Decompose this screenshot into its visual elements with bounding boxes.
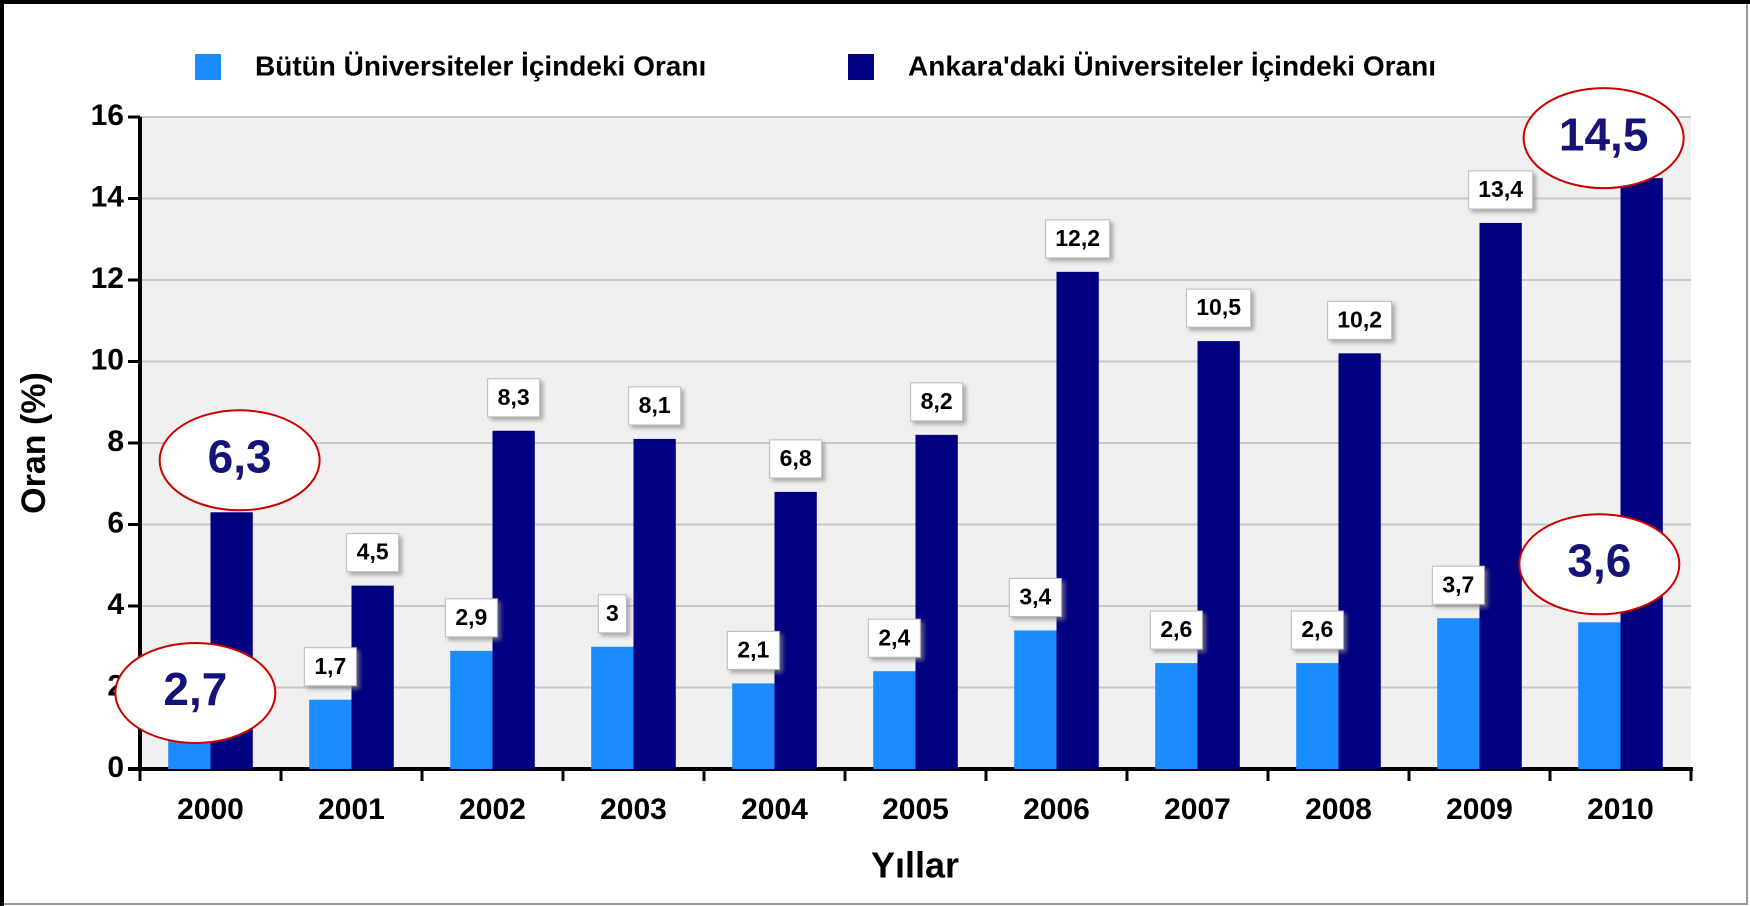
value-label-box	[1186, 288, 1252, 328]
y-tick-label: 10	[91, 343, 124, 376]
value-label: 6,8	[780, 445, 812, 471]
value-label-box	[867, 618, 921, 658]
y-tick-label: 4	[107, 588, 124, 621]
value-label-box	[628, 386, 682, 426]
value-label: 6,3	[208, 430, 272, 482]
legend-swatch	[848, 54, 874, 80]
highlight-ellipse	[1522, 87, 1685, 190]
x-tick-label: 2004	[741, 793, 808, 826]
value-label: 2,6	[1160, 616, 1192, 642]
bar	[1578, 622, 1621, 769]
legend-swatch	[195, 54, 221, 80]
y-tick-label: 6	[107, 506, 124, 539]
value-label-box	[444, 598, 498, 638]
legend-label: Ankara'daki Üniversiteler İçindeki Oranı	[908, 50, 1436, 81]
value-label-box	[769, 439, 823, 479]
bar	[492, 430, 535, 769]
value-label-box	[1327, 300, 1393, 340]
y-tick-label: 16	[91, 99, 124, 132]
value-label: 8,1	[639, 392, 671, 418]
bar	[1197, 341, 1240, 769]
value-label: 3,4	[1019, 584, 1051, 610]
value-label-box	[346, 533, 400, 573]
value-label: 2,7	[163, 663, 227, 715]
value-label: 13,4	[1478, 176, 1523, 202]
bar	[915, 434, 958, 769]
value-label-box	[726, 630, 780, 670]
value-label-box	[487, 378, 541, 418]
x-tick-label: 2002	[459, 793, 526, 826]
bar	[1437, 618, 1480, 769]
value-label: 3,6	[1567, 534, 1631, 586]
bar	[309, 699, 352, 769]
value-label: 1,7	[314, 653, 346, 679]
value-label: 2,4	[878, 624, 910, 650]
value-label: 4,5	[357, 539, 389, 565]
value-label: 10,5	[1196, 294, 1241, 320]
x-tick-label: 2003	[600, 793, 667, 826]
value-label-box	[910, 382, 964, 422]
bar	[1338, 353, 1381, 769]
x-tick-label: 2009	[1446, 793, 1513, 826]
highlight-ellipse	[1518, 513, 1681, 616]
bar	[732, 683, 775, 769]
x-tick-label: 2005	[882, 793, 949, 826]
value-label: 2,1	[737, 637, 769, 663]
value-label: 2,9	[455, 604, 487, 630]
y-tick-label: 8	[107, 425, 124, 458]
x-tick-label: 2008	[1305, 793, 1372, 826]
x-tick-label: 2007	[1164, 793, 1231, 826]
bar	[1296, 663, 1339, 769]
bar	[351, 585, 394, 769]
bar	[1014, 630, 1057, 769]
value-label-box	[1468, 170, 1534, 210]
x-tick-label: 2010	[1587, 793, 1654, 826]
value-label-box	[1008, 577, 1062, 617]
value-label: 12,2	[1055, 225, 1100, 251]
y-tick-label: 0	[107, 751, 124, 784]
value-label-box	[597, 594, 627, 634]
x-tick-label: 2006	[1023, 793, 1090, 826]
legend-label: Bütün Üniversiteler İçindeki Oranı	[255, 50, 706, 81]
y-tick-label: 14	[91, 180, 125, 213]
bar	[591, 646, 634, 769]
bar	[1155, 663, 1198, 769]
value-label: 3	[606, 600, 619, 626]
x-tick-label: 2001	[318, 793, 385, 826]
value-label-box	[1149, 610, 1203, 650]
value-label: 10,2	[1337, 306, 1382, 332]
value-label-box	[303, 647, 357, 687]
value-label: 14,5	[1559, 108, 1649, 160]
value-label: 3,7	[1442, 571, 1474, 597]
x-tick-label: 2000	[177, 793, 244, 826]
value-label-box	[1431, 565, 1485, 605]
value-label-box	[1045, 219, 1111, 259]
y-axis-label: Oran (%)	[15, 372, 53, 514]
value-label: 8,3	[498, 384, 530, 410]
y-tick-label: 12	[91, 262, 124, 295]
bar	[1056, 271, 1099, 769]
x-axis-label: Yıllar	[871, 845, 959, 886]
bar	[450, 650, 493, 769]
highlight-ellipse	[114, 641, 277, 744]
value-label-box	[1290, 610, 1344, 650]
bar	[1620, 178, 1663, 769]
value-label: 2,6	[1301, 616, 1333, 642]
bar	[1479, 222, 1522, 769]
bar	[873, 671, 916, 769]
highlight-ellipse	[158, 409, 321, 512]
value-label: 8,2	[921, 388, 953, 414]
bar	[633, 438, 676, 769]
bar	[774, 491, 817, 769]
